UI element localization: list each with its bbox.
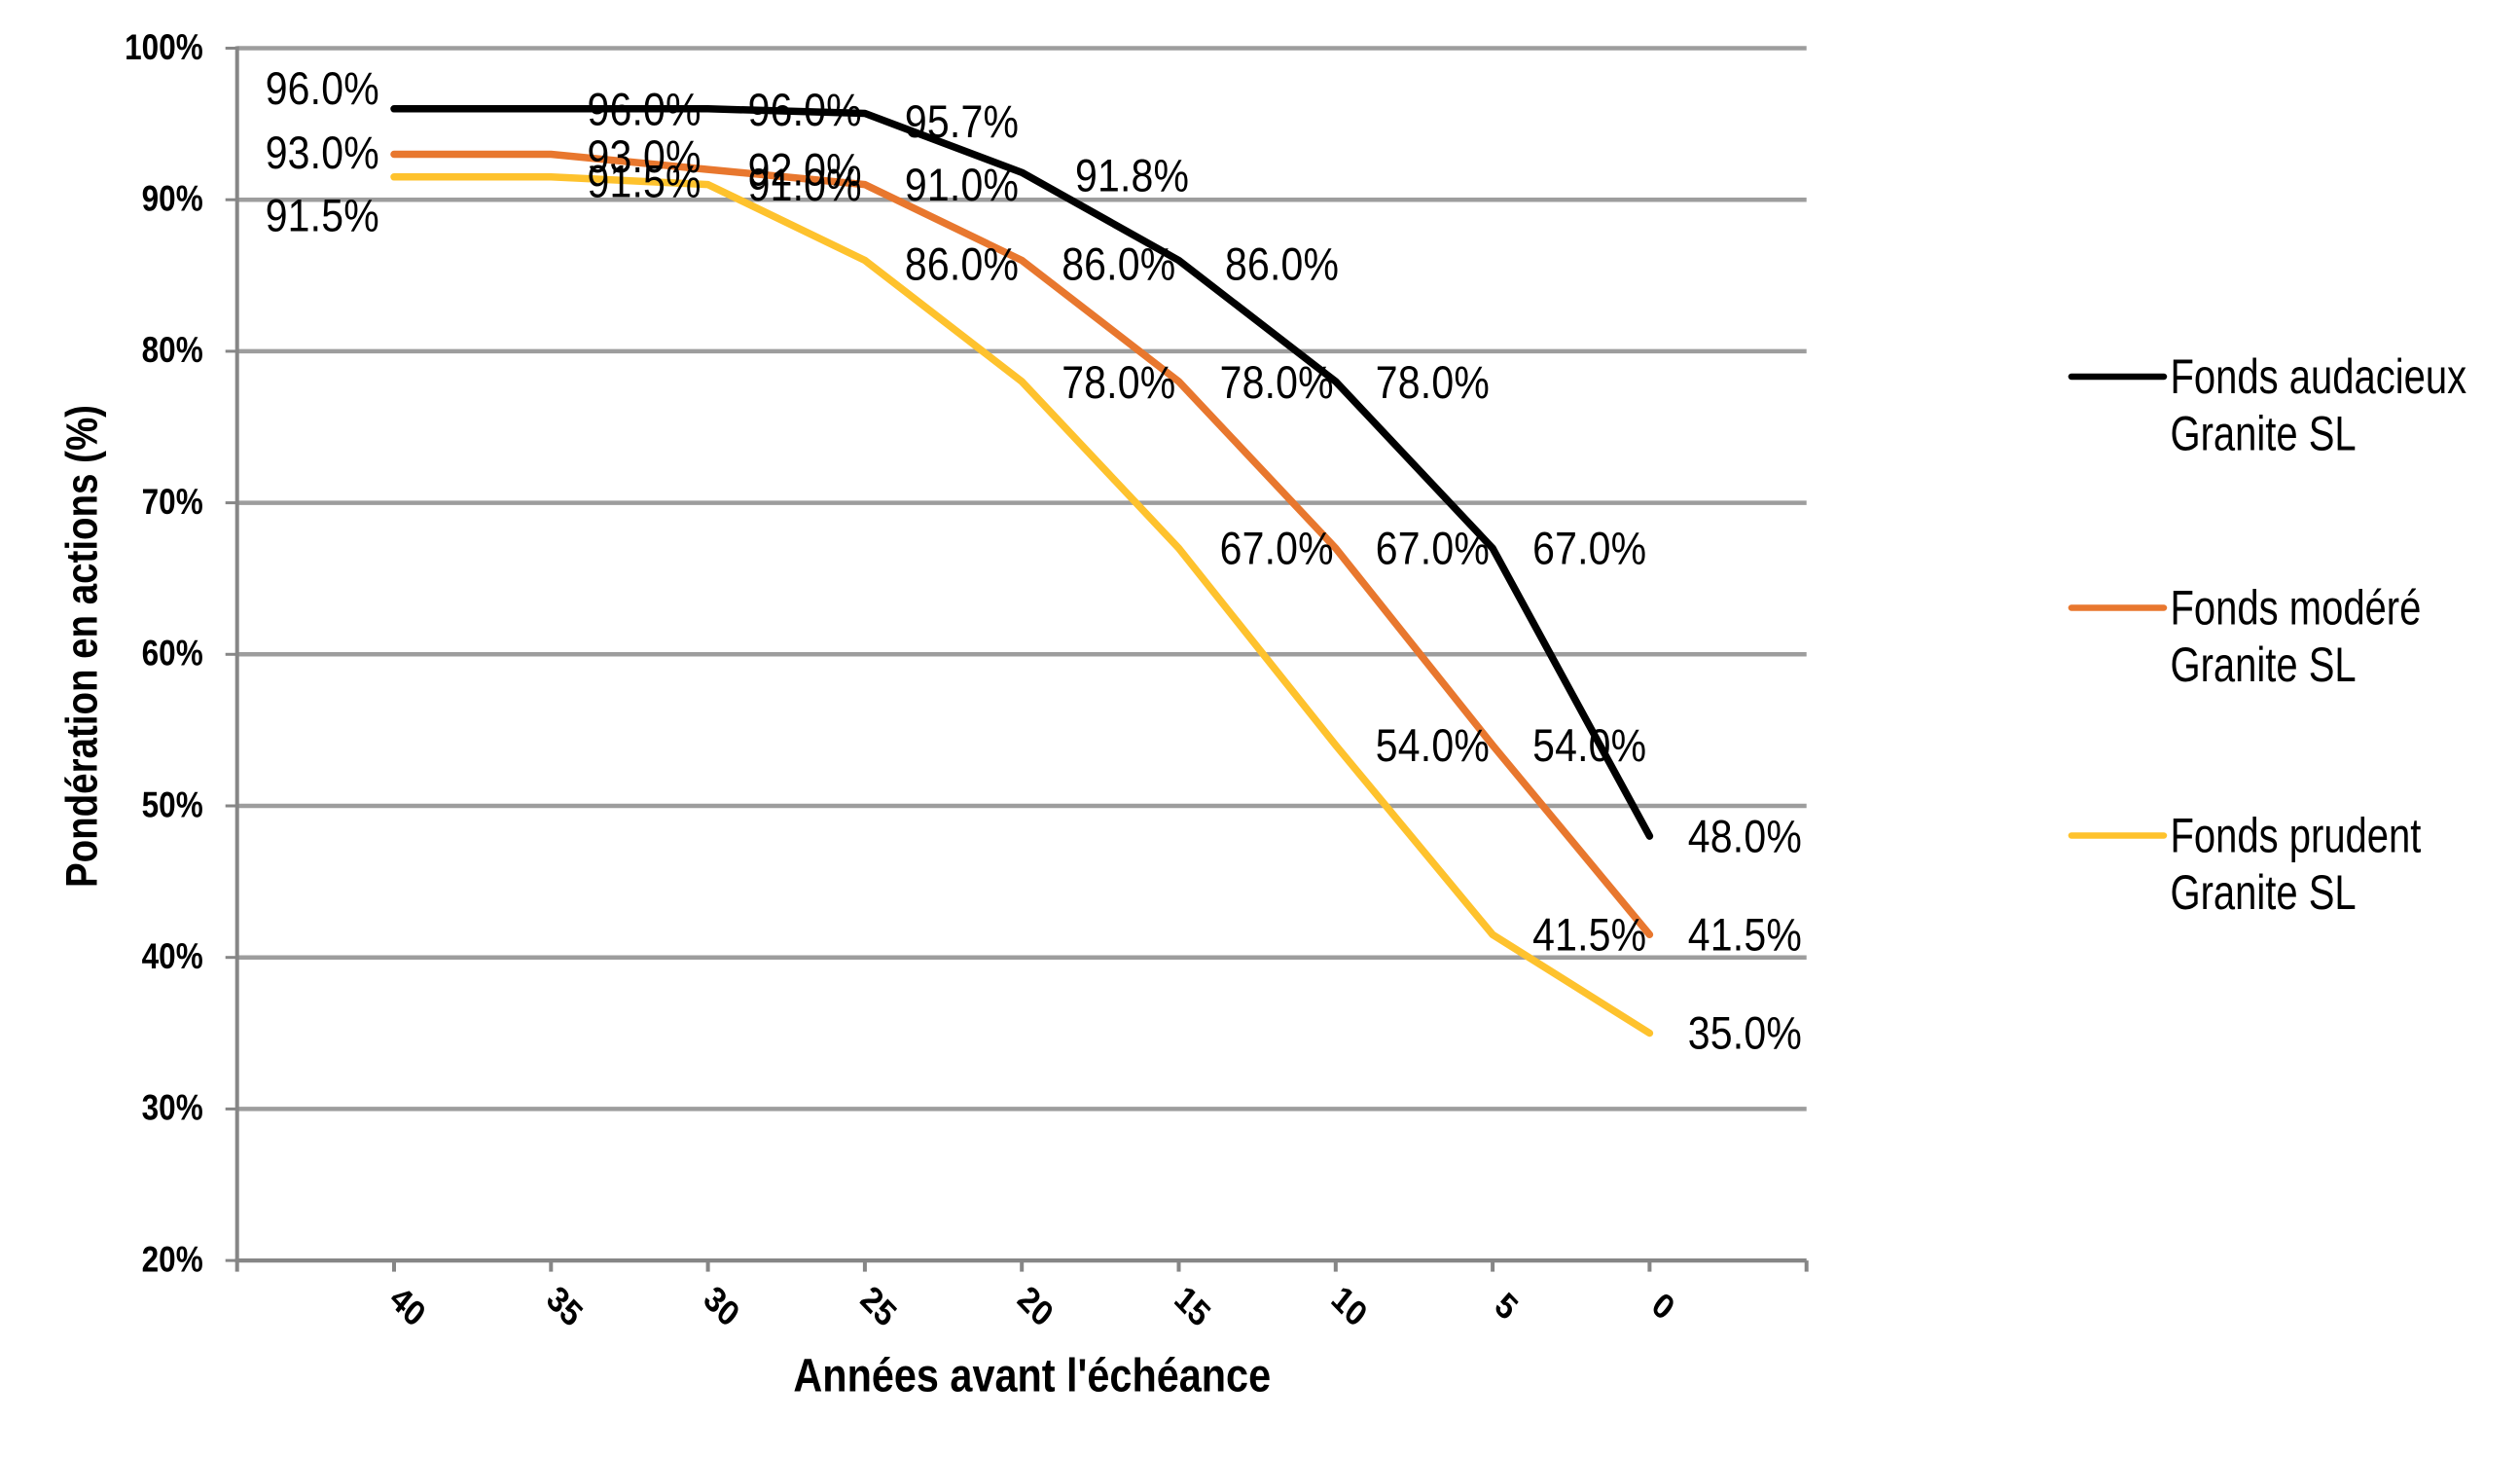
svg-text:50%: 50% [142,785,203,825]
svg-text:Granite SL: Granite SL [2171,406,2357,460]
svg-text:91.5%: 91.5% [266,191,379,241]
svg-text:91.5%: 91.5% [588,157,702,207]
svg-text:96.0%: 96.0% [748,86,862,136]
svg-text:Fonds prudent: Fonds prudent [2171,808,2422,862]
svg-text:78.0%: 78.0% [1220,357,1334,408]
svg-text:86.0%: 86.0% [1062,239,1175,290]
svg-text:Granite SL: Granite SL [2171,637,2357,692]
svg-text:90%: 90% [142,179,203,219]
svg-text:Pondération en actions (%): Pondération en actions (%) [57,405,107,888]
svg-text:93.0%: 93.0% [266,128,379,179]
svg-text:91.0%: 91.0% [905,161,1019,211]
svg-text:60%: 60% [142,634,203,674]
svg-text:93.0%: 93.0% [588,132,702,183]
svg-text:100%: 100% [125,27,203,67]
svg-text:96.0%: 96.0% [266,64,379,115]
svg-text:20%: 20% [142,1240,203,1280]
svg-text:41.5%: 41.5% [1688,910,1802,961]
svg-text:Années avant l'échéance: Années avant l'échéance [793,1348,1271,1402]
svg-text:Granite SL: Granite SL [2171,865,2357,920]
svg-text:67.0%: 67.0% [1376,524,1490,574]
svg-text:91.8%: 91.8% [1075,151,1189,201]
svg-text:86.0%: 86.0% [1225,239,1339,290]
svg-text:Fonds modéré: Fonds modéré [2171,580,2422,635]
svg-text:67.0%: 67.0% [1532,524,1646,574]
svg-text:54.0%: 54.0% [1532,720,1646,771]
svg-text:67.0%: 67.0% [1220,524,1334,574]
svg-text:41.5%: 41.5% [1532,910,1646,961]
svg-text:96.0%: 96.0% [588,85,702,135]
svg-text:40%: 40% [142,937,203,977]
svg-text:92.0%: 92.0% [748,145,862,196]
svg-text:70%: 70% [142,483,203,523]
svg-text:Fonds audacieux: Fonds audacieux [2171,349,2467,404]
svg-text:48.0%: 48.0% [1688,812,1802,862]
svg-text:54.0%: 54.0% [1376,720,1490,771]
svg-text:78.0%: 78.0% [1062,357,1175,408]
svg-text:80%: 80% [142,331,203,371]
svg-text:91.0%: 91.0% [748,160,862,210]
svg-text:86.0%: 86.0% [905,239,1019,290]
svg-text:78.0%: 78.0% [1376,357,1490,408]
svg-text:35.0%: 35.0% [1688,1008,1802,1059]
svg-text:95.7%: 95.7% [905,97,1019,148]
svg-text:30%: 30% [142,1088,203,1128]
